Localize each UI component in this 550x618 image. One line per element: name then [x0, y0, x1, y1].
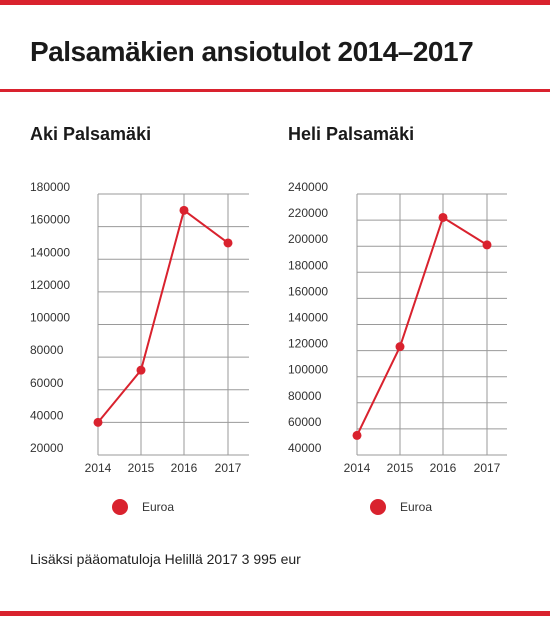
series-line	[97, 208, 229, 424]
y-tick-label: 140000	[288, 311, 328, 325]
x-tick-label: 2015	[128, 461, 155, 475]
y-tick-label: 40000	[30, 408, 64, 422]
y-tick-label: 100000	[288, 363, 328, 377]
y-tick-label: 220000	[288, 206, 328, 220]
data-point	[179, 205, 189, 215]
x-tick-label: 2016	[430, 461, 457, 475]
series-line	[356, 215, 488, 436]
data-point	[438, 212, 448, 222]
x-tick-label: 2014	[344, 461, 371, 475]
legend-label: Euroa	[142, 500, 175, 514]
y-tick-label: 60000	[288, 415, 322, 429]
legend-marker-icon	[370, 499, 386, 515]
data-point	[352, 430, 362, 440]
footnote: Lisäksi pääomatuloja Helillä 2017 3 995 …	[30, 551, 301, 567]
y-tick-label: 20000	[30, 441, 64, 455]
legend-heli: Euroa	[370, 499, 432, 515]
y-tick-label: 180000	[30, 180, 70, 194]
x-tick-label: 2014	[85, 461, 112, 475]
legend-marker-icon	[112, 499, 128, 515]
chart-aki: 20000 40000 60000 80000 100000 120000 140000 16…	[30, 180, 249, 475]
x-tick-label: 2017	[474, 461, 501, 475]
chart-title-heli: Heli Palsamäki	[288, 124, 415, 144]
title-divider	[0, 89, 550, 92]
y-tick-label: 240000	[288, 180, 328, 194]
data-point	[223, 238, 233, 248]
y-tick-label: 60000	[30, 376, 64, 390]
y-tick-label: 80000	[30, 343, 64, 357]
y-tick-label: 160000	[288, 284, 328, 298]
chart-heli: 40000 60000 80000 100000 120000 140000 160000 1…	[288, 180, 507, 475]
x-tick-label: 2017	[215, 461, 242, 475]
y-tick-label: 100000	[30, 311, 70, 325]
page-title: Palsamäkien ansiotulot 2014–2017	[30, 36, 474, 67]
y-tick-label: 120000	[30, 278, 70, 292]
y-tick-label: 140000	[30, 245, 70, 259]
y-tick-label: 80000	[288, 389, 322, 403]
y-tick-label: 120000	[288, 337, 328, 351]
data-point	[482, 240, 492, 250]
data-point	[395, 342, 405, 352]
data-point	[93, 417, 103, 427]
legend-label: Euroa	[400, 500, 433, 514]
bottom-accent-bar	[0, 611, 550, 616]
x-tick-label: 2015	[387, 461, 414, 475]
chart-title-aki: Aki Palsamäki	[30, 124, 152, 144]
x-tick-label: 2016	[171, 461, 198, 475]
y-tick-label: 40000	[288, 441, 322, 455]
y-tick-label: 160000	[30, 213, 70, 227]
y-tick-label: 180000	[288, 258, 328, 272]
top-accent-bar	[0, 0, 550, 5]
legend-aki: Euroa	[112, 499, 174, 515]
y-tick-label: 200000	[288, 232, 328, 246]
data-point	[136, 365, 146, 375]
